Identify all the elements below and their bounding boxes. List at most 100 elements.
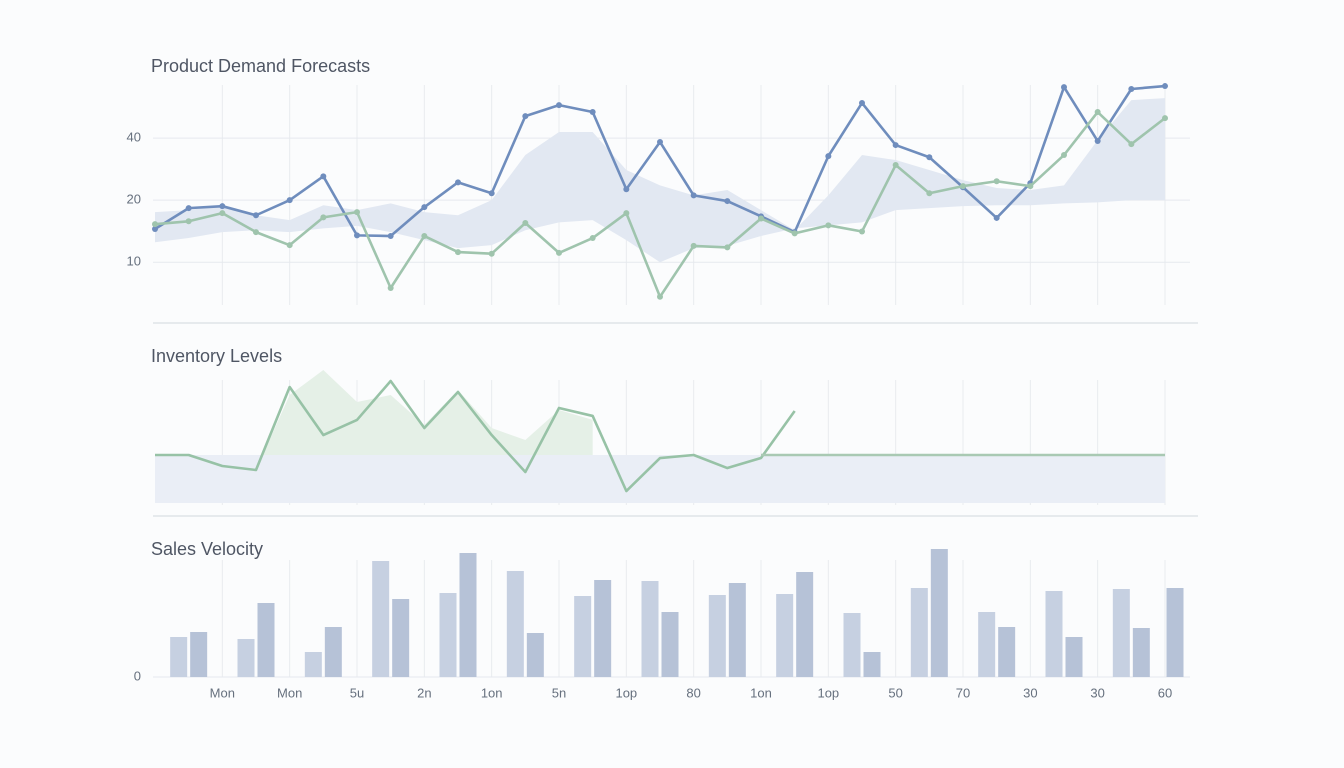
- bar: [1132, 628, 1150, 677]
- point: [926, 154, 933, 161]
- point: [219, 203, 226, 210]
- point: [589, 235, 596, 242]
- x-tick-label: 5n: [552, 685, 566, 700]
- x-tick-label: 30: [1090, 685, 1104, 700]
- point: [522, 219, 529, 226]
- y-tick-label: 0: [134, 668, 141, 683]
- bar: [843, 613, 861, 677]
- point: [859, 228, 865, 235]
- x-tick-label: 70: [956, 685, 970, 700]
- point: [758, 215, 764, 222]
- point: [993, 178, 1000, 185]
- y-tick-label: 20: [127, 192, 141, 207]
- bar: [708, 595, 726, 677]
- chart-title: Product Demand Forecasts: [151, 56, 370, 76]
- point: [488, 190, 495, 197]
- chart-title: Sales Velocity: [151, 539, 263, 559]
- bar: [190, 632, 208, 677]
- point: [556, 249, 562, 256]
- bar: [439, 593, 457, 677]
- point: [152, 221, 158, 228]
- point: [690, 192, 697, 199]
- bar: [372, 561, 390, 677]
- point: [455, 179, 461, 186]
- point: [387, 233, 394, 240]
- point: [185, 205, 192, 212]
- point: [152, 225, 158, 232]
- point: [253, 212, 259, 219]
- point: [791, 230, 798, 237]
- bar: [459, 553, 477, 677]
- point: [993, 214, 1000, 221]
- bar: [1166, 588, 1184, 677]
- bar: [526, 633, 544, 677]
- x-tick-label: 1op: [615, 685, 637, 700]
- point: [219, 210, 226, 217]
- chart-title: Inventory Levels: [151, 346, 282, 366]
- bar: [978, 612, 996, 677]
- x-tick-label: 50: [888, 685, 902, 700]
- bar: [641, 581, 659, 677]
- point: [1061, 152, 1067, 159]
- bar: [728, 583, 746, 677]
- point: [690, 242, 697, 249]
- x-tick-label: 30: [1023, 685, 1037, 700]
- point: [1128, 141, 1135, 148]
- point: [488, 250, 495, 257]
- point: [1162, 83, 1168, 90]
- bar: [1112, 589, 1130, 677]
- bar: [304, 652, 322, 677]
- point: [1094, 138, 1101, 145]
- bar: [257, 603, 275, 677]
- point: [926, 190, 933, 197]
- x-tick-label: 5u: [350, 685, 364, 700]
- point: [253, 229, 259, 236]
- x-tick-label: Mon: [210, 685, 235, 700]
- y-tick-label: 40: [127, 130, 141, 145]
- x-tick-label: 80: [686, 685, 700, 700]
- point: [354, 209, 360, 216]
- forecast-band: [155, 98, 1165, 263]
- point: [455, 249, 461, 256]
- point: [286, 197, 293, 204]
- bar: [776, 594, 794, 677]
- point: [1061, 84, 1067, 91]
- point: [724, 244, 731, 251]
- point: [286, 242, 293, 249]
- point: [892, 162, 899, 169]
- x-tick-label: 2n: [417, 685, 431, 700]
- point: [859, 99, 865, 106]
- bar: [998, 627, 1016, 677]
- bar: [392, 599, 410, 677]
- point: [623, 210, 630, 217]
- point: [421, 204, 428, 211]
- point: [657, 138, 663, 145]
- bar: [1045, 591, 1063, 677]
- x-tick-label: 1op: [817, 685, 839, 700]
- bar: [237, 639, 255, 677]
- point: [960, 183, 966, 190]
- point: [1162, 115, 1168, 122]
- line: [155, 379, 796, 493]
- point: [387, 285, 394, 292]
- point: [185, 218, 192, 225]
- point: [320, 173, 327, 180]
- bar: [661, 612, 679, 677]
- bar: [324, 627, 342, 677]
- bar: [796, 572, 814, 677]
- bar: [863, 652, 881, 677]
- point: [825, 222, 832, 229]
- y-tick-label: 10: [127, 254, 141, 269]
- point: [1027, 183, 1034, 190]
- bar: [930, 549, 948, 677]
- point: [354, 232, 360, 239]
- point: [522, 113, 529, 120]
- point: [623, 186, 630, 193]
- point: [320, 214, 327, 221]
- bar: [594, 580, 612, 677]
- point: [556, 102, 562, 109]
- point: [1094, 109, 1101, 116]
- x-tick-label: 1on: [750, 685, 772, 700]
